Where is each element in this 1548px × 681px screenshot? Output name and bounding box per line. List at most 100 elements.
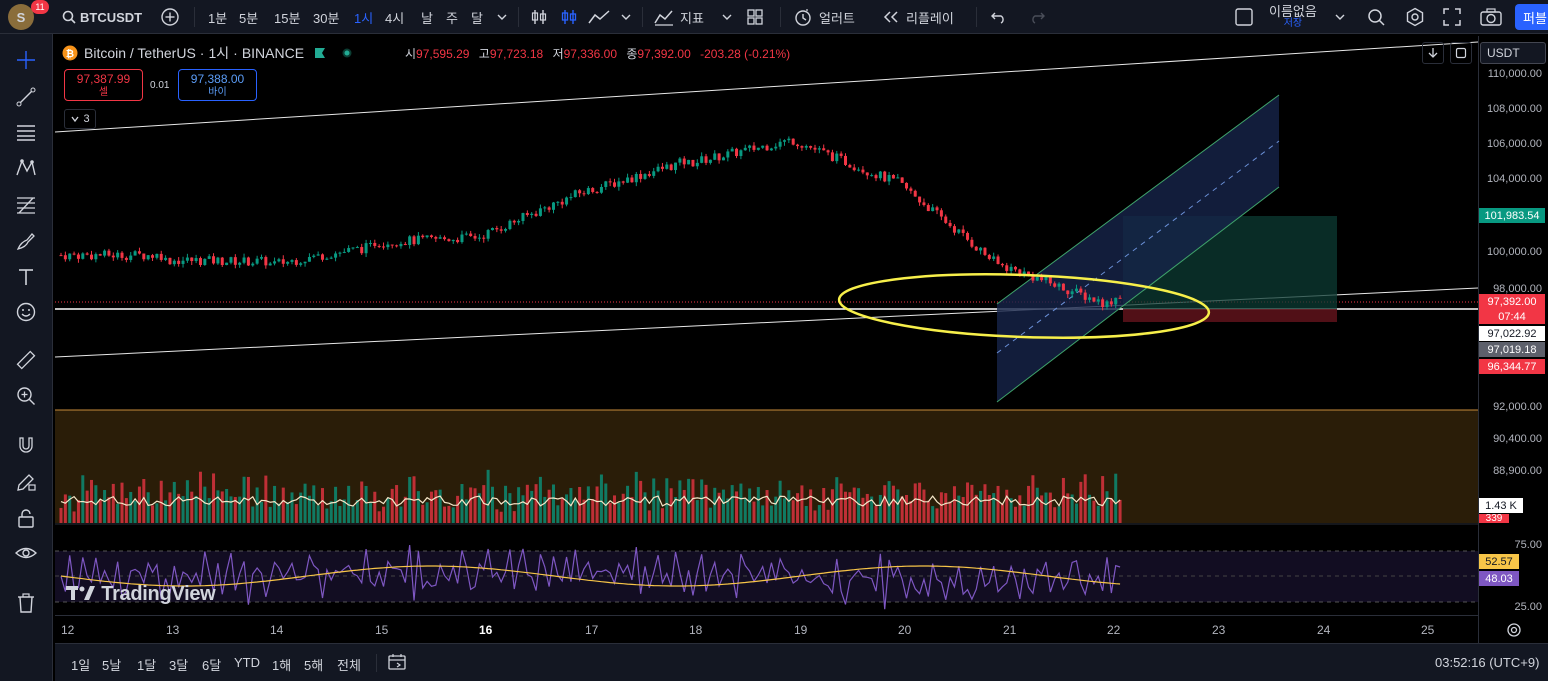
interval-5m[interactable]: 5분 (239, 10, 259, 26)
measure-tool[interactable] (12, 346, 40, 374)
stay-in-drawing-tool[interactable] (12, 468, 40, 496)
candle-body (835, 153, 839, 162)
chart-type-dropdown[interactable] (620, 0, 632, 34)
range-5d[interactable]: 5날 (102, 658, 122, 673)
buy-button[interactable]: 97,388.00 바이 (178, 69, 257, 101)
volume-bar (185, 480, 189, 523)
highlight-ellipse[interactable] (837, 269, 1211, 344)
layout-dropdown[interactable] (1334, 0, 1346, 34)
candle-body (303, 261, 307, 264)
volume-bar (225, 488, 229, 523)
magnet-tool[interactable] (12, 432, 40, 460)
horizontal-lines-tool[interactable] (12, 118, 40, 146)
quick-search-button[interactable] (1366, 0, 1386, 34)
maximize-pane-button[interactable] (1450, 42, 1472, 64)
range-1m[interactable]: 1달 (137, 658, 157, 673)
range-5y[interactable]: 5해 (304, 658, 324, 673)
settings-button[interactable] (1405, 0, 1425, 34)
range-ytd[interactable]: YTD (234, 655, 260, 670)
ascending-channel[interactable] (997, 95, 1279, 402)
brush-tool[interactable] (12, 227, 40, 255)
indicators-collapse-button[interactable]: 3 (64, 109, 96, 129)
indicators-dropdown[interactable] (721, 0, 733, 34)
zoom-in-icon (17, 387, 35, 405)
avatar[interactable]: S (8, 4, 34, 30)
interval-day[interactable]: 날 (421, 10, 433, 26)
candle-body (870, 175, 874, 177)
layout-name[interactable]: 이름없음 저장 (1269, 0, 1317, 34)
range-6m[interactable]: 6달 (202, 658, 222, 673)
range-3m[interactable]: 3달 (169, 658, 189, 673)
layout-button[interactable] (746, 0, 764, 34)
volume-bar (220, 491, 224, 523)
legend-pair: Bitcoin / TetherUS (84, 45, 196, 61)
remove-drawings-tool[interactable] (12, 589, 40, 617)
publish-button[interactable]: 퍼블 (1515, 4, 1548, 30)
candle-body (146, 255, 150, 260)
volume-bar (626, 485, 630, 523)
layout-select-button[interactable] (1234, 0, 1254, 34)
interval-month[interactable]: 달 (471, 10, 483, 26)
indicators-button[interactable]: 지표 (654, 0, 704, 34)
volume-bar (460, 484, 464, 523)
hide-drawings-tool[interactable] (12, 539, 40, 567)
trend-line-tool[interactable] (12, 83, 40, 111)
candle-body (312, 255, 316, 257)
candle-body (137, 251, 141, 254)
volume-bar (931, 506, 935, 523)
interval-15m[interactable]: 15분 (274, 10, 301, 26)
symbol-search-button[interactable]: BTCUSDT (62, 0, 142, 34)
candle-body (242, 257, 246, 263)
upper-trend-line[interactable] (55, 41, 1478, 133)
candle-body (368, 242, 372, 244)
price-chart[interactable] (55, 36, 1478, 643)
range-all[interactable]: 전체 (337, 658, 361, 673)
emoji-tool[interactable] (12, 298, 40, 326)
alert-button[interactable]: 얼러트 (793, 0, 855, 34)
candle-body (721, 157, 725, 161)
currency-select[interactable]: USDT (1480, 42, 1546, 64)
fullscreen-button[interactable] (1443, 0, 1461, 34)
scroll-to-latest-button[interactable] (1422, 42, 1444, 64)
redo-button[interactable] (1028, 0, 1046, 34)
interval-1m[interactable]: 1분 (208, 10, 228, 26)
pattern-tool[interactable] (12, 154, 40, 182)
chart-settings-button[interactable] (1506, 622, 1522, 641)
volume-bar (726, 498, 730, 523)
chart-legend[interactable]: ₿ Bitcoin / TetherUS · 1시 · BINANCE (62, 43, 352, 63)
volume-bar (708, 507, 712, 523)
range-1d[interactable]: 1일 (71, 658, 91, 673)
interval-dropdown[interactable] (496, 0, 508, 34)
replay-button[interactable]: 리플레이 (882, 0, 954, 34)
sell-button[interactable]: 97,387.99 셀 (64, 69, 143, 101)
flag-icon[interactable] (314, 47, 326, 59)
smiley-icon (16, 302, 36, 322)
candle-body (203, 258, 207, 265)
volume-bar (172, 481, 176, 523)
interval-4h[interactable]: 4시 (385, 10, 405, 26)
long-position-loss-zone[interactable] (1123, 309, 1337, 322)
volume-bar (551, 484, 555, 523)
text-tool[interactable] (12, 263, 40, 291)
snapshot-button[interactable] (1480, 0, 1502, 34)
lock-drawings-tool[interactable] (12, 504, 40, 532)
currency-label: USDT (1487, 46, 1520, 60)
line-style-button[interactable] (588, 0, 610, 34)
fib-tool[interactable] (12, 191, 40, 219)
undo-button[interactable] (990, 0, 1008, 34)
range-1y[interactable]: 1해 (272, 658, 292, 673)
candles-button[interactable] (560, 0, 578, 34)
zoom-tool[interactable] (12, 382, 40, 410)
interval-30m[interactable]: 30분 (313, 10, 340, 26)
interval-week[interactable]: 주 (446, 10, 458, 26)
time-axis[interactable]: 12 13 14 15 16 17 18 19 20 21 22 23 24 2… (55, 615, 1478, 643)
clock-timezone[interactable]: 03:52:16 (UTC+9) (1435, 655, 1540, 670)
bar-style-button[interactable] (530, 0, 548, 34)
open-value: 97,595.29 (416, 47, 470, 61)
crosshair-tool[interactable] (12, 46, 40, 74)
close-value: 97,392.00 (637, 47, 691, 61)
interval-1h[interactable]: 1시 (354, 10, 374, 26)
compare-button[interactable] (160, 0, 180, 34)
date-range-button[interactable] (388, 653, 408, 674)
price-scale[interactable]: 110,000.00 108,000.00 106,000.00 104,000… (1478, 36, 1548, 643)
